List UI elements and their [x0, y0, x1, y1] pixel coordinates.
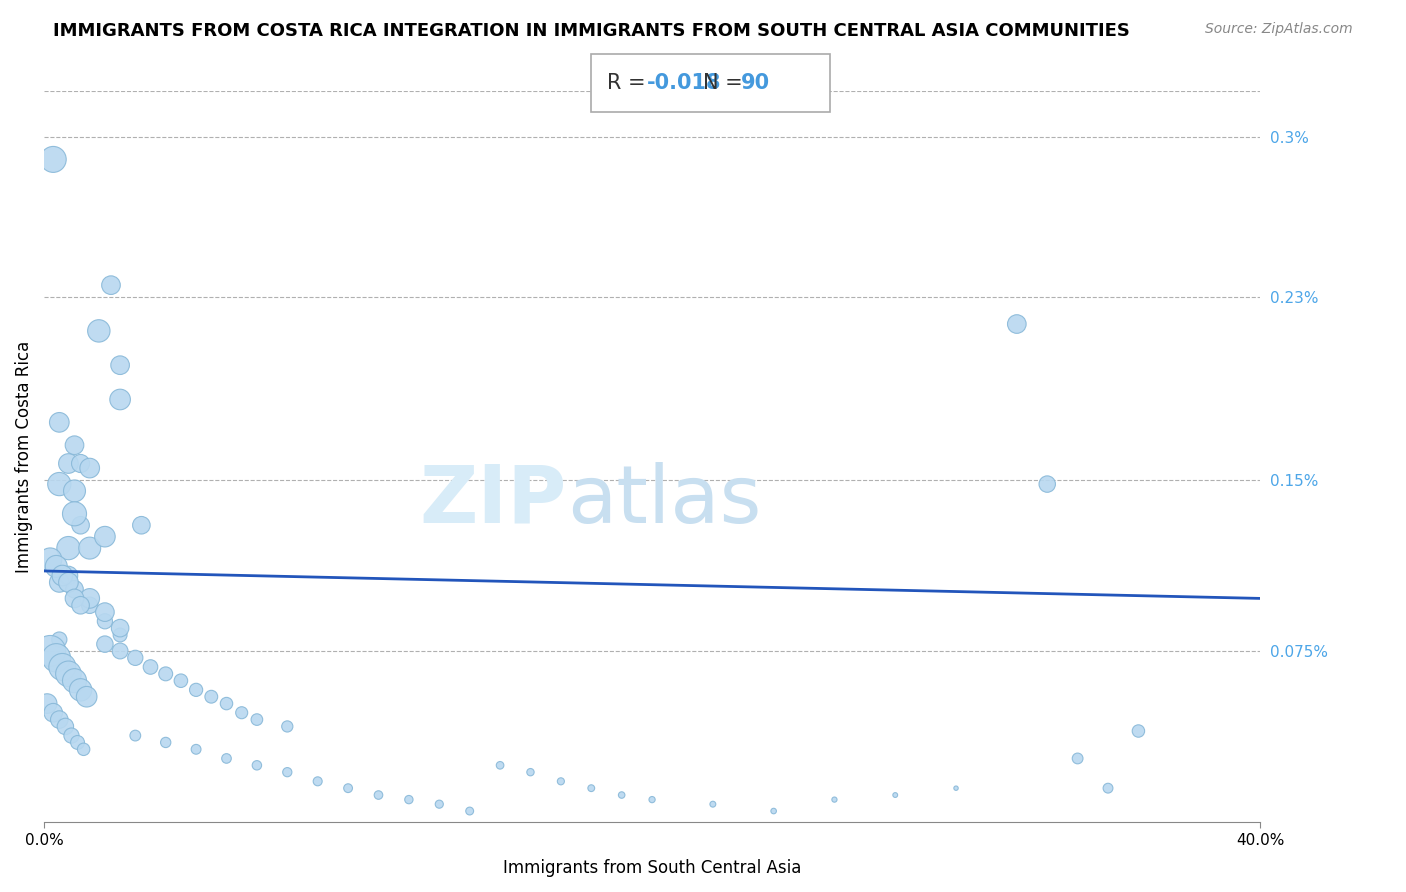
Point — [945, 781, 967, 796]
Point — [108, 644, 131, 658]
Point — [610, 788, 633, 802]
Text: R =: R = — [607, 72, 652, 93]
Point — [42, 706, 65, 720]
Point — [200, 690, 222, 704]
Point — [702, 797, 724, 812]
Point — [79, 541, 101, 555]
Point — [458, 804, 481, 818]
Point — [823, 792, 845, 806]
Point — [215, 751, 238, 765]
Text: ZIP: ZIP — [420, 461, 567, 540]
Text: N =: N = — [703, 72, 749, 93]
Point — [63, 483, 86, 498]
Point — [94, 614, 117, 628]
Point — [94, 637, 117, 651]
Point — [398, 792, 420, 806]
Point — [58, 568, 80, 582]
Point — [87, 324, 110, 338]
Point — [519, 765, 541, 780]
Point — [100, 278, 122, 293]
Point — [108, 621, 131, 635]
Point — [63, 673, 86, 688]
Point — [51, 660, 73, 674]
Point — [79, 591, 101, 606]
Point — [63, 438, 86, 452]
Point — [131, 518, 153, 533]
Point — [124, 651, 146, 665]
Point — [307, 774, 329, 789]
Point — [37, 697, 59, 711]
Point — [63, 591, 86, 606]
Point — [51, 568, 73, 582]
Point — [641, 792, 664, 806]
Point — [367, 788, 389, 802]
Point — [108, 358, 131, 372]
Text: -0.018: -0.018 — [647, 72, 721, 93]
Point — [124, 729, 146, 743]
Point — [45, 651, 67, 665]
Point — [184, 682, 207, 697]
Point — [139, 660, 162, 674]
Point — [48, 477, 70, 491]
Point — [246, 758, 269, 772]
Point — [94, 605, 117, 619]
Text: IMMIGRANTS FROM COSTA RICA INTEGRATION IN IMMIGRANTS FROM SOUTH CENTRAL ASIA COM: IMMIGRANTS FROM COSTA RICA INTEGRATION I… — [53, 22, 1130, 40]
Point — [762, 804, 785, 818]
Point — [55, 719, 77, 733]
Point — [63, 507, 86, 521]
Point — [215, 697, 238, 711]
Point — [58, 541, 80, 555]
Point — [79, 599, 101, 613]
Point — [79, 461, 101, 475]
Point — [1005, 317, 1028, 331]
Point — [108, 628, 131, 642]
Text: 90: 90 — [741, 72, 770, 93]
Point — [63, 582, 86, 597]
Point — [42, 153, 65, 167]
Point — [48, 575, 70, 590]
Point — [427, 797, 450, 812]
Point — [276, 719, 298, 733]
Point — [550, 774, 572, 789]
Point — [231, 706, 253, 720]
Point — [76, 690, 98, 704]
Point — [1097, 781, 1119, 796]
Point — [1036, 477, 1059, 491]
Point — [94, 530, 117, 544]
Point — [69, 518, 91, 533]
Point — [1128, 724, 1150, 739]
Point — [72, 742, 94, 756]
Point — [155, 666, 177, 681]
Point — [170, 673, 193, 688]
Point — [48, 713, 70, 727]
Point — [337, 781, 360, 796]
Point — [246, 713, 269, 727]
Point — [58, 575, 80, 590]
Point — [108, 392, 131, 407]
Point — [489, 758, 512, 772]
Point — [69, 457, 91, 471]
Point — [58, 457, 80, 471]
Y-axis label: Immigrants from Costa Rica: Immigrants from Costa Rica — [15, 341, 32, 573]
Point — [60, 729, 83, 743]
Point — [581, 781, 603, 796]
Point — [155, 735, 177, 749]
Point — [48, 632, 70, 647]
Point — [69, 599, 91, 613]
Text: atlas: atlas — [567, 461, 761, 540]
Point — [69, 682, 91, 697]
Point — [1066, 751, 1088, 765]
Text: Source: ZipAtlas.com: Source: ZipAtlas.com — [1205, 22, 1353, 37]
Point — [884, 788, 907, 802]
Point — [276, 765, 298, 780]
Point — [39, 644, 62, 658]
Point — [66, 735, 89, 749]
X-axis label: Immigrants from South Central Asia: Immigrants from South Central Asia — [503, 859, 801, 877]
Point — [184, 742, 207, 756]
Point — [58, 666, 80, 681]
Point — [45, 559, 67, 574]
Point — [48, 415, 70, 429]
Point — [39, 552, 62, 566]
